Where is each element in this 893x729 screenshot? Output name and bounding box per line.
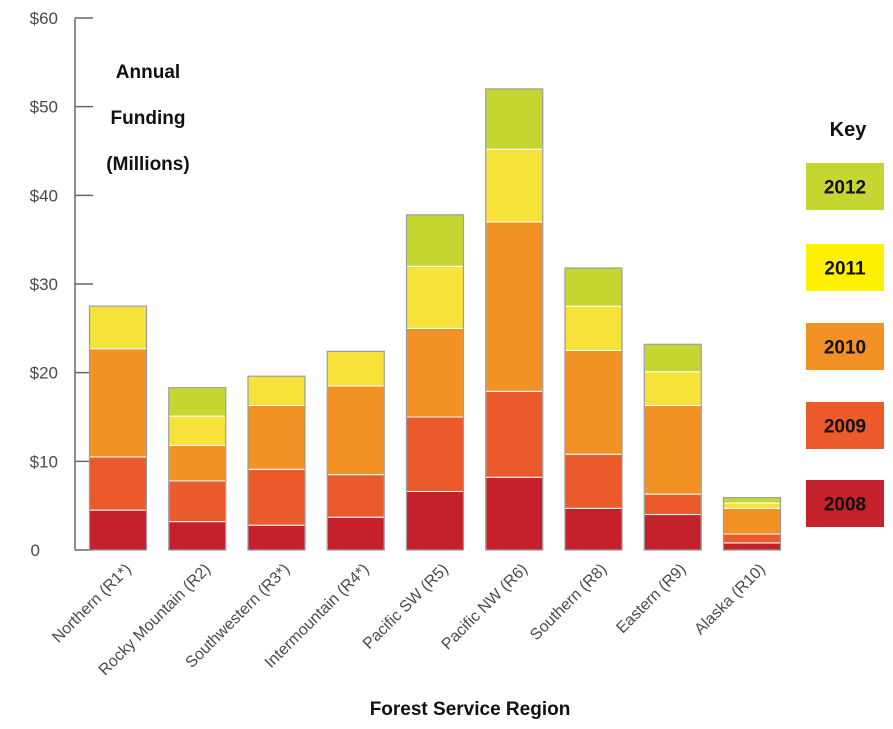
bar-segment-2012 — [564, 267, 623, 307]
bar-segment-2008 — [247, 524, 306, 551]
bar-segment-2009 — [643, 493, 702, 516]
bar-segment-2008 — [406, 490, 464, 551]
x-tick-label: Pacific NW (R6) — [439, 561, 531, 653]
chart-title-line: (Millions) — [106, 154, 189, 175]
legend: Key 2012 2011 2010 2009 2008 — [806, 119, 884, 527]
y-tick-label: $10 — [30, 452, 58, 471]
bar-segment-2009 — [326, 474, 385, 518]
bar-segment-2012 — [643, 343, 702, 373]
bar-segment-2011 — [564, 305, 623, 351]
legend-swatch-2012 — [806, 163, 884, 210]
bar-outline — [643, 343, 702, 551]
bar-outline — [168, 387, 227, 551]
bar-segment-2008 — [643, 514, 702, 551]
bar-segment-2010 — [89, 348, 147, 458]
bar-segment-2008 — [168, 521, 227, 551]
bar-segment-2011 — [247, 375, 306, 406]
x-tick-label: Eastern (R9) — [613, 561, 689, 637]
bar-segment-2010 — [168, 444, 227, 482]
legend-label: 2012 — [824, 178, 866, 199]
y-tick-label: $40 — [30, 186, 58, 205]
bar-outline — [88, 305, 148, 551]
y-tick-label: $20 — [30, 364, 58, 383]
bar-segment-2009 — [406, 416, 464, 492]
legend-label: 2009 — [824, 417, 866, 438]
bar-segment-2008 — [564, 507, 623, 551]
bar-segment-2010 — [247, 404, 306, 470]
bar-segment-2011 — [168, 415, 227, 446]
legend-title: Key — [830, 119, 868, 141]
bar-outline — [485, 88, 544, 551]
y-tick-label: $30 — [30, 275, 58, 294]
bar-segment-2009 — [485, 390, 544, 478]
x-tick-label: Alaska (R10) — [691, 561, 768, 638]
bar-segment-2010 — [326, 385, 385, 476]
bar-segment-2010 — [485, 221, 544, 392]
bar-outline — [326, 350, 385, 551]
bar-segment-2009 — [564, 453, 623, 509]
legend-label: 2008 — [824, 495, 866, 516]
bar-segment-2008 — [723, 542, 781, 551]
x-tick-label: Northern (R1*) — [49, 561, 135, 647]
bar-segment-2008 — [89, 509, 147, 551]
bar-segment-2009 — [723, 533, 781, 544]
bar-segment-2010 — [723, 507, 781, 535]
x-axis-labels: Northern (R1*)Rocky Mountain (R2)Southwe… — [49, 561, 769, 679]
bar-outline — [564, 267, 623, 551]
bar-segment-2009 — [89, 456, 147, 511]
bar-segment-2012 — [406, 214, 464, 267]
legend-swatch-2010 — [806, 323, 884, 370]
bar-segment-2012 — [168, 387, 227, 417]
x-tick-label: Southern (R8) — [527, 561, 610, 644]
x-tick-label: Pacific SW (R5) — [360, 561, 452, 653]
y-tick-label: $60 — [30, 9, 58, 28]
bar-segment-2008 — [326, 516, 385, 551]
bars — [88, 88, 782, 551]
bar-segment-2010 — [406, 327, 464, 418]
bar-segment-2010 — [564, 350, 623, 455]
bar-outline — [247, 375, 306, 551]
legend-label: 2010 — [824, 338, 866, 359]
bar-segment-2011 — [406, 265, 464, 329]
bar-segment-2011 — [485, 148, 544, 223]
bar-segment-2009 — [247, 468, 306, 526]
y-axis: 0 $10 $20 $30 $40 $50 $60 — [30, 9, 93, 560]
bar-segment-2011 — [326, 350, 385, 387]
y-tick-label: 0 — [31, 541, 40, 560]
bar-outline — [405, 214, 465, 551]
legend-swatch-2009 — [806, 402, 884, 449]
x-axis-title: Forest Service Region — [370, 699, 571, 720]
bar-outline — [722, 497, 782, 551]
legend-swatch-2008 — [806, 480, 884, 527]
bar-segment-2012 — [485, 88, 544, 150]
bar-segment-2011 — [643, 371, 702, 406]
chart-title-line: Funding — [111, 108, 186, 129]
bar-segment-2011 — [723, 502, 781, 509]
bar-segment-2011 — [89, 305, 147, 350]
legend-label: 2011 — [824, 259, 866, 280]
legend-swatch-2011 — [806, 244, 884, 291]
bar-segment-2008 — [485, 476, 544, 551]
bar-segment-2010 — [643, 404, 702, 495]
chart-title-line: Annual — [116, 62, 180, 83]
bar-segment-2009 — [168, 480, 227, 523]
y-tick-label: $50 — [30, 98, 58, 117]
chart-title: Annual Funding (Millions) — [106, 62, 189, 175]
bar-segment-2012 — [723, 497, 781, 504]
